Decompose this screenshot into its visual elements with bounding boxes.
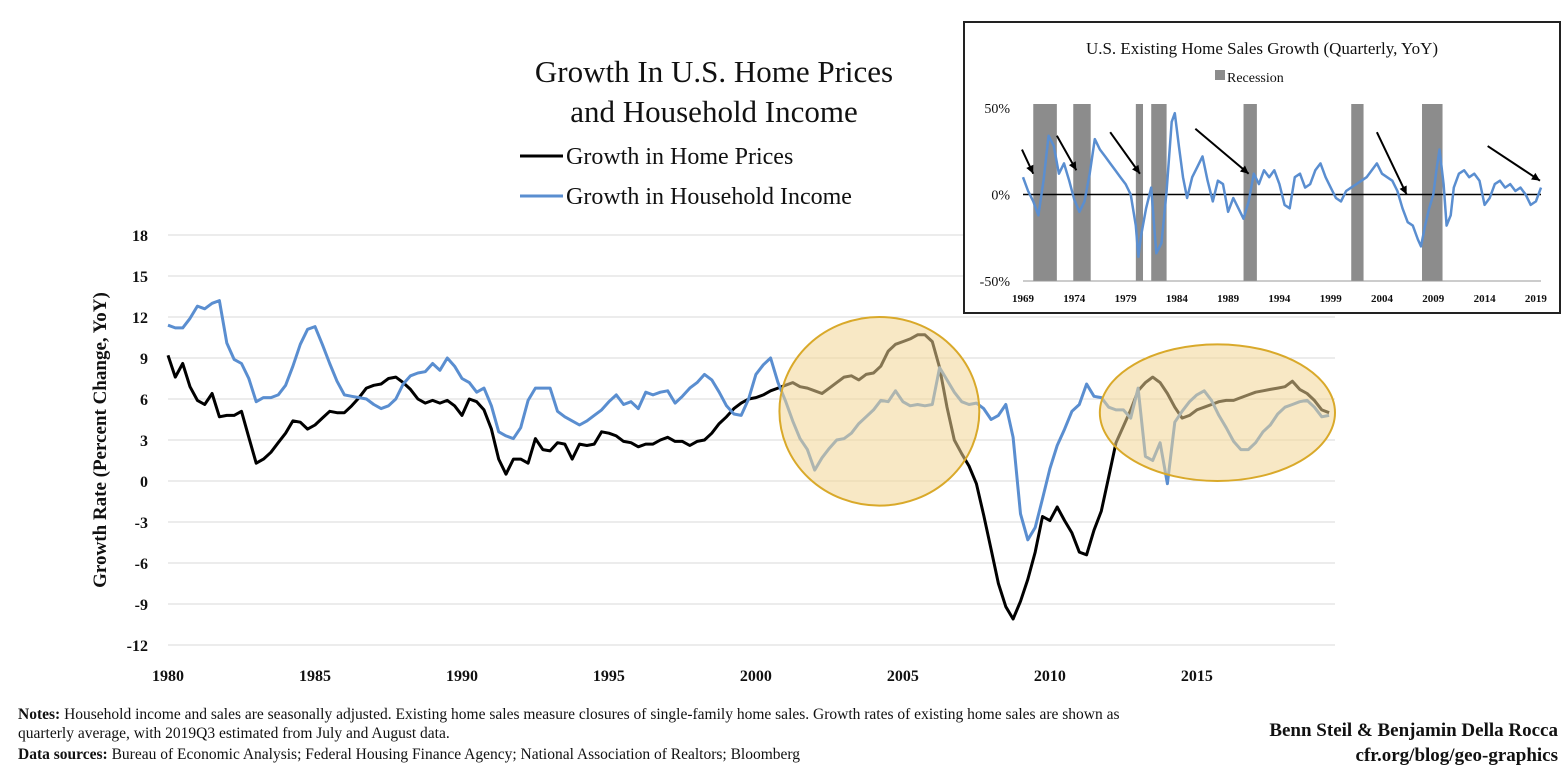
- notes-text: Household income and sales are seasonall…: [18, 706, 1120, 742]
- recession-bar: [1073, 104, 1091, 281]
- arrow-shaft: [1375, 131, 1408, 195]
- x-tick-label: 2004: [1371, 293, 1394, 305]
- series-line: [1021, 111, 1543, 259]
- credit-block: Benn Steil & Benjamin Della Rocca cfr.or…: [1269, 718, 1558, 768]
- x-tick-label: 1969: [1012, 293, 1035, 305]
- arrow-head: [1531, 172, 1540, 181]
- notes-label: Notes:: [18, 706, 61, 723]
- y-tick-label: 50%: [984, 102, 1010, 117]
- y-tick-label: -6: [135, 556, 148, 573]
- y-tick-label: -12: [127, 638, 148, 655]
- credit-url: cfr.org/blog/geo-graphics: [1355, 745, 1558, 766]
- arrow-shaft: [1109, 131, 1141, 175]
- y-tick-label: 3: [140, 433, 148, 450]
- arrow-shaft: [1194, 127, 1250, 175]
- data-sources-label: Data sources:: [18, 746, 108, 763]
- recession-bar: [1351, 104, 1364, 281]
- legend-label: Growth in Home Prices: [566, 144, 793, 170]
- inset-chart: U.S. Existing Home Sales Growth (Quarter…: [963, 21, 1561, 314]
- y-tick-label: 0: [140, 474, 148, 491]
- chart-title-line: Growth In U.S. Home Prices: [535, 54, 893, 89]
- x-tick-label: 1994: [1268, 293, 1291, 305]
- y-tick-label: -50%: [980, 275, 1011, 290]
- recession-bar: [1135, 104, 1144, 281]
- main-chart: Growth In U.S. Home Prices and Household …: [90, 54, 1336, 685]
- x-tick-label: 2009: [1422, 293, 1445, 305]
- x-tick-label: 1980: [152, 668, 184, 685]
- arrow-head: [1068, 161, 1077, 171]
- y-tick-label: 15: [132, 269, 148, 286]
- legend-label: Recession: [1227, 71, 1284, 86]
- x-tick-label: 2014: [1474, 293, 1497, 305]
- x-tick-label: 1979: [1115, 293, 1138, 305]
- arrow-head: [1132, 164, 1140, 174]
- chart-title-line: and Household Income: [570, 94, 858, 129]
- highlight-ellipse: [1098, 343, 1336, 482]
- x-tick-label: 2010: [1034, 668, 1066, 685]
- data-sources-text: Bureau of Economic Analysis; Federal Hou…: [107, 746, 801, 763]
- arrow-head: [1399, 185, 1407, 195]
- y-tick-label: -3: [135, 515, 148, 532]
- y-tick-label: 0%: [991, 189, 1010, 204]
- y-tick-label: 12: [132, 310, 148, 327]
- arrow-shaft: [1487, 145, 1541, 182]
- x-tick-label: 2000: [740, 668, 772, 685]
- y-tick-label: -9: [135, 597, 148, 614]
- x-tick-label: 1974: [1063, 293, 1086, 305]
- x-tick-label: 1985: [299, 668, 331, 685]
- notes-paragraph: Notes: Household income and sales are se…: [18, 705, 1168, 743]
- notes-block: Notes: Household income and sales are se…: [18, 705, 1168, 764]
- x-tick-label: 2019: [1525, 293, 1548, 305]
- recession-bar: [1151, 104, 1167, 281]
- arrow-head: [1026, 164, 1034, 174]
- x-tick-label: 2005: [887, 668, 919, 685]
- x-tick-label: 1999: [1320, 293, 1343, 305]
- legend-label: Growth in Household Income: [566, 184, 852, 210]
- y-tick-label: 9: [140, 351, 148, 368]
- recession-bar: [1422, 104, 1443, 281]
- highlight-ellipse: [778, 316, 981, 507]
- x-tick-label: 1989: [1217, 293, 1240, 305]
- x-tick-label: 1984: [1166, 293, 1189, 305]
- legend-swatch: [1215, 70, 1225, 80]
- y-tick-label: 6: [140, 392, 148, 409]
- y-axis-label: Growth Rate (Percent Change, YoY): [90, 292, 111, 588]
- x-tick-label: 1995: [593, 668, 625, 685]
- y-tick-label: 18: [132, 228, 148, 245]
- x-tick-label: 1990: [446, 668, 478, 685]
- credit-authors: Benn Steil & Benjamin Della Rocca: [1269, 720, 1558, 741]
- x-tick-label: 2015: [1181, 668, 1213, 685]
- data-sources-paragraph: Data sources: Bureau of Economic Analysi…: [18, 745, 1168, 764]
- inset-title: U.S. Existing Home Sales Growth (Quarter…: [1086, 39, 1438, 58]
- recession-bar: [1033, 104, 1057, 281]
- arrow-head: [1239, 165, 1249, 174]
